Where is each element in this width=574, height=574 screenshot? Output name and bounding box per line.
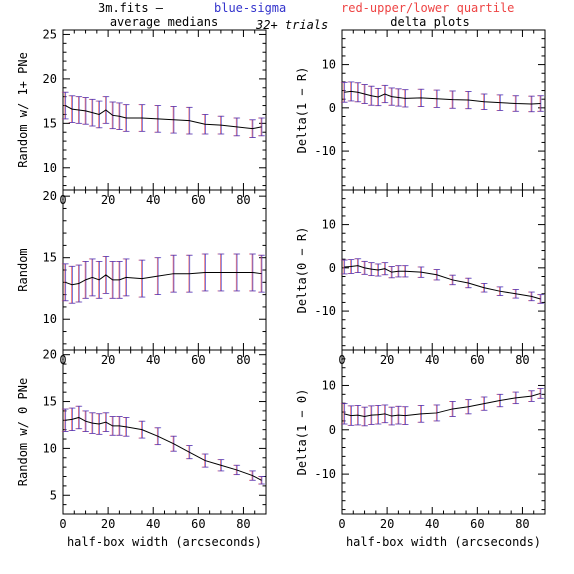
- y-tick-label: 5: [50, 488, 57, 502]
- x-tick-label: 20: [101, 353, 115, 367]
- x-tick-label: 40: [146, 353, 160, 367]
- y-tick-label: 0: [329, 101, 336, 115]
- y-tick-label: 0: [329, 261, 336, 275]
- y-tick-label: -10: [314, 144, 336, 158]
- y-tick-label: 15: [43, 251, 57, 265]
- y-axis-label: Delta(0 − R): [295, 227, 309, 314]
- y-tick-label: 25: [43, 27, 57, 41]
- panel-frame: [62, 189, 267, 351]
- panels-group: 10 15 20 25 0 20 40 60 80 Random w/ 1+ PNe -10 0 10 D…: [16, 27, 546, 549]
- x-tick-label: 40: [146, 517, 160, 531]
- y-tick-label: 15: [43, 116, 57, 130]
- panel-frame: [341, 189, 546, 351]
- series-line: [65, 416, 262, 481]
- y-tick-label: 10: [322, 218, 336, 232]
- x-tick-label: 80: [236, 517, 250, 531]
- x-axis-label: half-box width (arcseconds): [346, 535, 541, 549]
- panel-frame: [341, 29, 546, 191]
- panel-frame: [62, 349, 267, 515]
- x-tick-label: 80: [236, 193, 250, 207]
- panel-right-top: -10 0 10 Delta(1 − R): [295, 29, 546, 191]
- panel-right-bottom: -10 0 10 0 20 40 60 80 Delta(1 − 0) half-box widt…: [295, 349, 546, 549]
- series-line: [65, 105, 262, 130]
- x-tick-label: 20: [380, 353, 394, 367]
- y-tick-label: 15: [43, 395, 57, 409]
- x-tick-label: 80: [515, 353, 529, 367]
- panel-left-bottom: 5 10 15 20 0 20 40 60 80 Random w/ 0 PNe half-box …: [16, 348, 267, 549]
- y-axis-label: Delta(1 − R): [295, 67, 309, 154]
- header-file-label: 3m.fits —: [98, 1, 164, 15]
- x-tick-label: 0: [59, 517, 66, 531]
- right-column-title: delta plots: [390, 15, 469, 29]
- header-trials-label: 32+ trials: [255, 18, 328, 32]
- y-axis-label: Delta(1 − 0): [295, 389, 309, 476]
- x-tick-label: 60: [191, 517, 205, 531]
- x-tick-label: 80: [236, 353, 250, 367]
- y-axis-label: Random: [16, 248, 30, 291]
- x-tick-label: 60: [191, 193, 205, 207]
- series-line: [65, 271, 262, 286]
- left-column-title: average medians: [110, 15, 218, 29]
- x-tick-label: 40: [425, 517, 439, 531]
- series-line: [344, 392, 541, 417]
- x-tick-label: 20: [101, 517, 115, 531]
- x-tick-label: 60: [191, 353, 205, 367]
- x-tick-label: 60: [470, 353, 484, 367]
- panel-frame: [62, 29, 267, 191]
- x-tick-label: 40: [146, 193, 160, 207]
- series-line: [344, 90, 541, 105]
- y-tick-label: 10: [322, 58, 336, 72]
- x-tick-label: 80: [515, 517, 529, 531]
- panel-frame: [341, 349, 546, 515]
- y-tick-label: 10: [43, 312, 57, 326]
- x-tick-label: 40: [425, 353, 439, 367]
- y-tick-label: 20: [43, 72, 57, 86]
- x-tick-label: 20: [101, 193, 115, 207]
- header-red-quartile-label: red-upper/lower quartile: [341, 1, 514, 15]
- y-tick-label: -10: [314, 304, 336, 318]
- header-blue-sigma-label: blue-sigma: [214, 1, 286, 15]
- x-tick-label: 20: [380, 517, 394, 531]
- x-tick-label: 0: [338, 517, 345, 531]
- x-axis-label: half-box width (arcseconds): [67, 535, 262, 549]
- y-axis-label: Random w/ 0 PNe: [16, 378, 30, 486]
- y-tick-label: 0: [329, 423, 336, 437]
- y-axis-label: Random w/ 1+ PNe: [16, 52, 30, 168]
- y-tick-label: 20: [43, 348, 57, 362]
- y-tick-label: 10: [43, 441, 57, 455]
- y-tick-label: -10: [314, 467, 336, 481]
- x-tick-label: 60: [470, 517, 484, 531]
- y-tick-label: 10: [43, 161, 57, 175]
- y-tick-label: 20: [43, 189, 57, 203]
- y-tick-label: 10: [322, 378, 336, 392]
- series-line: [344, 265, 541, 300]
